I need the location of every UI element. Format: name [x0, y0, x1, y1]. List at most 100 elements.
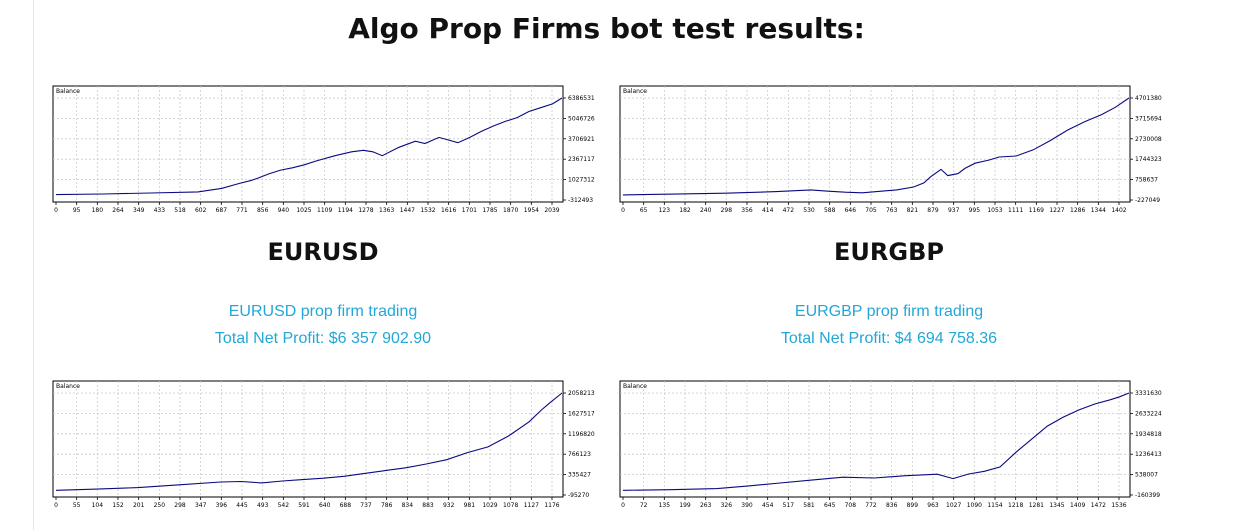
x-tick-label: 1701 — [462, 207, 477, 214]
x-tick-label: 836 — [886, 502, 898, 509]
y-tick-label: 1027312 — [568, 177, 595, 184]
eurusd-description: EURUSD prop firm trading Total Net Profi… — [53, 298, 593, 352]
x-tick-label: 937 — [948, 207, 960, 214]
x-tick-label: 899 — [907, 502, 919, 509]
x-tick-label: 1029 — [482, 502, 497, 509]
x-tick-label: 0 — [54, 502, 58, 509]
x-tick-label: 646 — [845, 207, 857, 214]
x-tick-label: 1286 — [1070, 207, 1085, 214]
x-tick-label: 932 — [443, 502, 455, 509]
y-tick-label: 2730008 — [1135, 136, 1162, 143]
x-tick-label: 1345 — [1049, 502, 1064, 509]
x-tick-label: 0 — [621, 207, 625, 214]
balance-series-line — [622, 97, 1130, 196]
y-tick-label: 2367117 — [568, 156, 595, 163]
balance-series-line — [622, 392, 1130, 491]
y-tick-label: 3706921 — [568, 136, 595, 143]
y-tick-label: -160399 — [1135, 492, 1160, 499]
x-tick-label: 264 — [112, 207, 124, 214]
x-tick-label: 883 — [422, 502, 434, 509]
page-title: Algo Prop Firms bot test results: — [348, 12, 865, 45]
y-tick-label: 2058213 — [568, 390, 595, 397]
x-tick-label: 1344 — [1091, 207, 1106, 214]
x-tick-label: 182 — [679, 207, 691, 214]
x-tick-label: 250 — [154, 502, 166, 509]
x-tick-label: 517 — [783, 502, 795, 509]
x-tick-label: 263 — [700, 502, 712, 509]
x-tick-label: 640 — [319, 502, 331, 509]
eurusd-heading: EURUSD — [267, 238, 379, 266]
x-tick-label: 1227 — [1049, 207, 1064, 214]
x-tick-label: 834 — [402, 502, 414, 509]
plot-frame — [619, 85, 1131, 203]
y-tick-label: 1744323 — [1135, 156, 1162, 163]
y-tick-label: 4701380 — [1135, 95, 1162, 102]
x-tick-label: 688 — [340, 502, 352, 509]
x-tick-label: 856 — [257, 207, 269, 214]
x-tick-label: 72 — [640, 502, 648, 509]
left-divider — [33, 0, 34, 530]
x-tick-label: 493 — [257, 502, 269, 509]
x-tick-label: 1169 — [1029, 207, 1044, 214]
x-tick-label: 472 — [783, 207, 795, 214]
x-tick-label: 1616 — [441, 207, 456, 214]
eurusd-balance-chart-2: 0 55 104 152 201 250 298 347 396 445 493 542 591 640 6… — [52, 380, 622, 510]
x-tick-label: 786 — [381, 502, 393, 509]
balance-series-line — [55, 97, 563, 196]
y-tick-label: -312493 — [568, 197, 593, 204]
x-tick-label: 1078 — [503, 502, 518, 509]
x-tick-label: 981 — [464, 502, 476, 509]
y-tick-label: 3715694 — [1135, 115, 1162, 122]
eurusd-balance-chart: 0 95 180 264 349 433 518 602 687 771 856 940 1025 110… — [52, 85, 622, 215]
chart-title: Balance — [56, 383, 80, 390]
chart-title: Balance — [56, 88, 80, 95]
x-tick-label: 326 — [721, 502, 733, 509]
x-tick-label: 1447 — [400, 207, 415, 214]
x-tick-label: 454 — [762, 502, 774, 509]
x-tick-label: 298 — [174, 502, 186, 509]
x-tick-label: 772 — [865, 502, 877, 509]
x-tick-label: 1954 — [524, 207, 539, 214]
plot-frame — [52, 380, 564, 498]
x-tick-label: 1194 — [338, 207, 353, 214]
x-tick-label: 135 — [659, 502, 671, 509]
y-tick-label: 1196820 — [568, 431, 595, 438]
x-tick-label: 347 — [195, 502, 207, 509]
x-tick-label: 518 — [174, 207, 186, 214]
x-tick-label: 1218 — [1008, 502, 1023, 509]
eurgbp-balance-chart: 0 65 123 182 240 298 356 414 472 530 588 646 705 763 8… — [619, 85, 1189, 215]
y-tick-label: 1934818 — [1135, 431, 1162, 438]
x-tick-label: 0 — [54, 207, 58, 214]
x-tick-label: 180 — [92, 207, 104, 214]
y-tick-label: 1627517 — [568, 410, 595, 417]
x-tick-label: 199 — [679, 502, 691, 509]
x-tick-label: 879 — [927, 207, 939, 214]
x-tick-label: 240 — [700, 207, 712, 214]
plot-frame — [52, 85, 564, 203]
chart-svg: 0 55 104 152 201 250 298 347 396 445 493 542 591 640 6… — [52, 380, 595, 509]
x-tick-label: 1402 — [1111, 207, 1126, 214]
x-tick-label: 396 — [216, 502, 228, 509]
x-tick-label: 152 — [112, 502, 124, 509]
y-tick-label: 766123 — [568, 451, 591, 458]
x-tick-label: 737 — [360, 502, 372, 509]
y-tick-label: 538007 — [1135, 472, 1158, 479]
x-tick-label: 1109 — [317, 207, 332, 214]
x-tick-label: 1027 — [946, 502, 961, 509]
x-tick-label: 414 — [762, 207, 774, 214]
x-tick-label: 581 — [803, 502, 815, 509]
y-tick-label: 758637 — [1135, 177, 1158, 184]
y-tick-label: 3331630 — [1135, 390, 1162, 397]
x-tick-label: 104 — [92, 502, 104, 509]
chart-svg: 0 72 135 199 263 326 390 454 517 581 645 708 772 836 8… — [619, 380, 1162, 509]
balance-series-line — [55, 392, 563, 491]
eurusd-trading-label: EURUSD prop firm trading — [228, 303, 418, 320]
x-tick-label: 1090 — [967, 502, 982, 509]
y-tick-label: 5046726 — [568, 115, 595, 122]
chart-title: Balance — [623, 383, 647, 390]
x-tick-label: 588 — [824, 207, 836, 214]
plot-frame — [619, 380, 1131, 498]
x-tick-label: 1785 — [482, 207, 497, 214]
x-tick-label: 55 — [73, 502, 81, 509]
x-tick-label: 1536 — [1111, 502, 1126, 509]
